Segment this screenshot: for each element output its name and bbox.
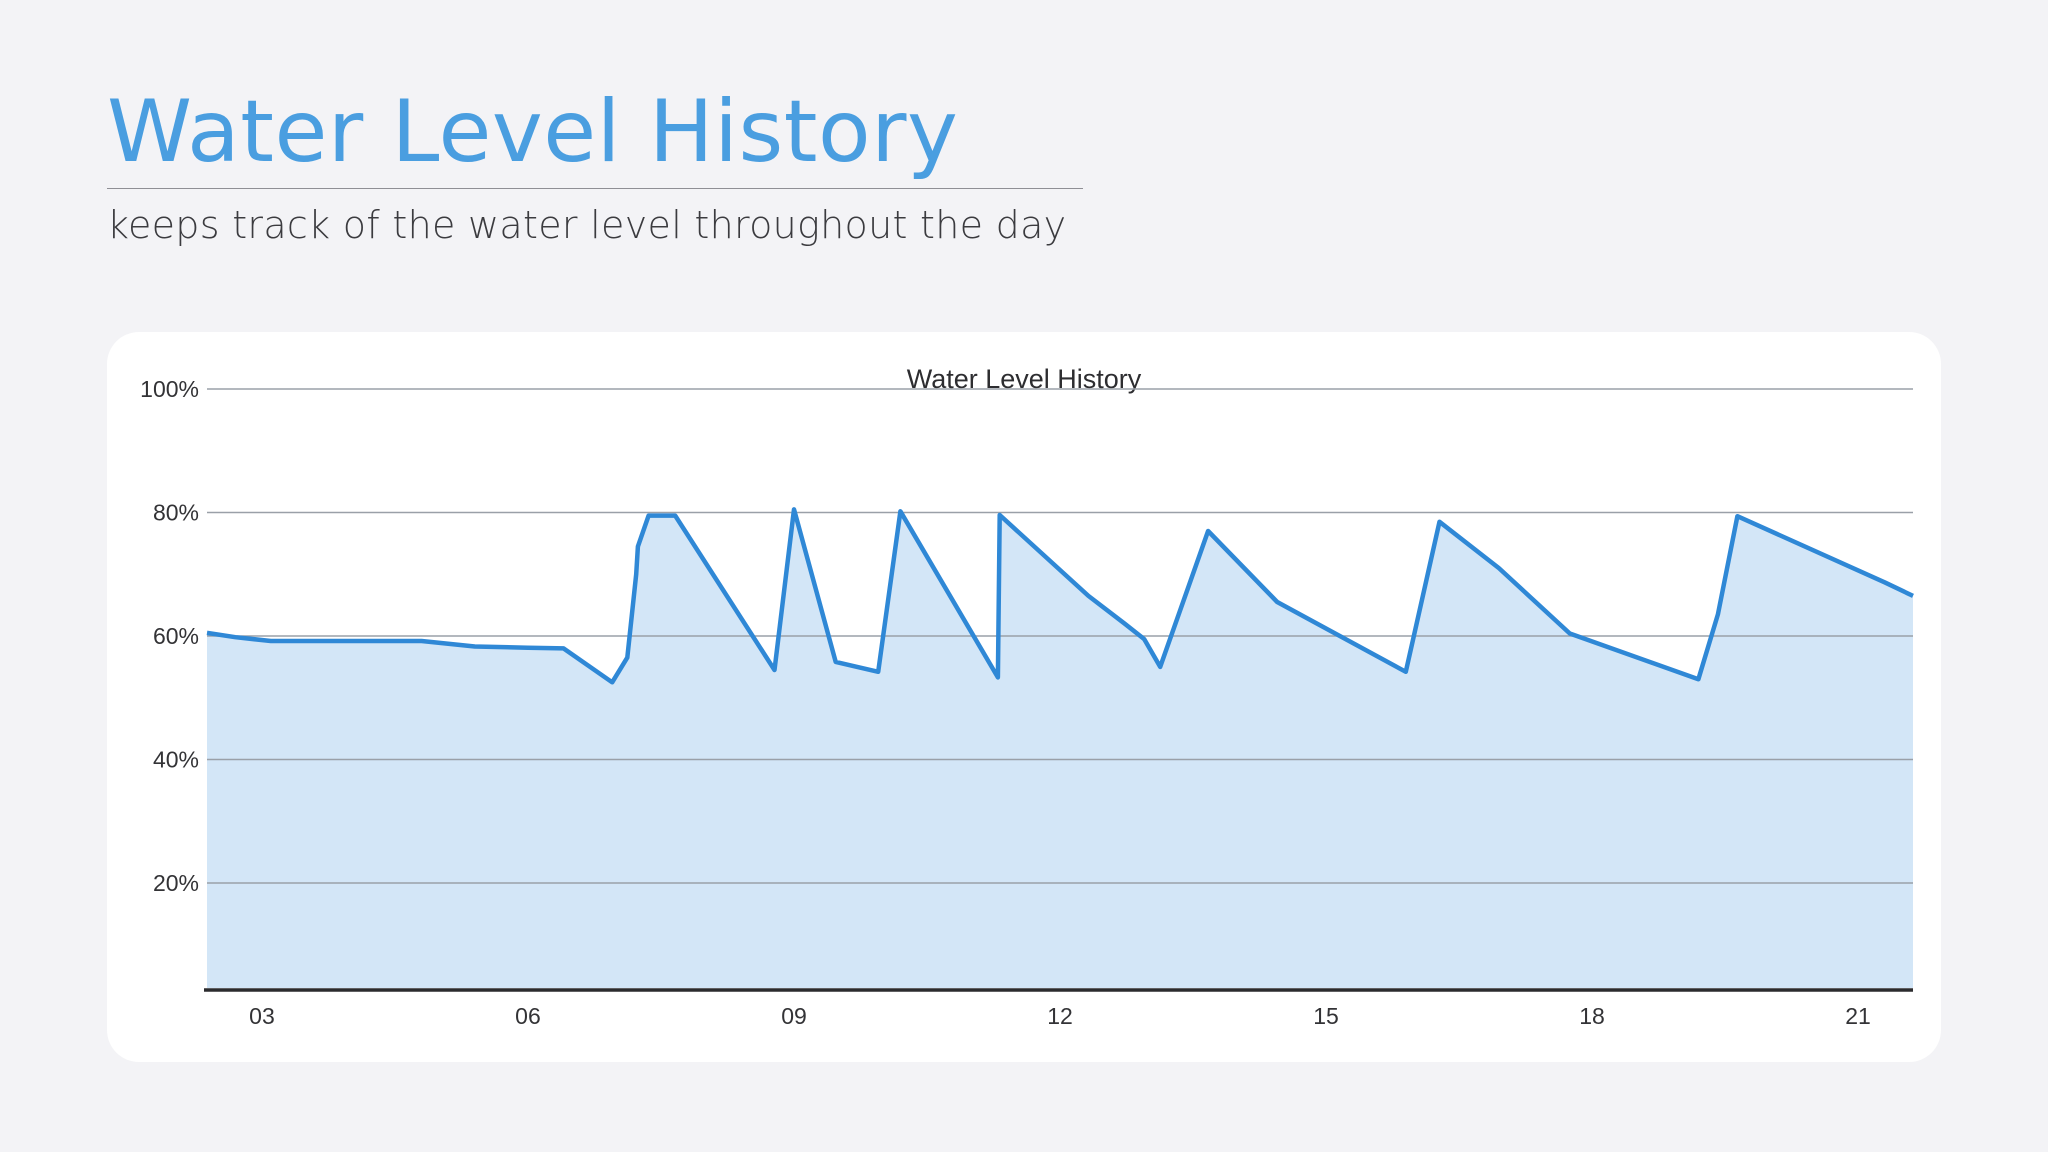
y-tick-label: 100% xyxy=(140,376,199,402)
x-tick-label: 12 xyxy=(1047,1003,1073,1029)
y-tick-label: 80% xyxy=(153,500,199,526)
axes xyxy=(204,507,1914,992)
gridlines xyxy=(207,388,1913,884)
x-tick-label: 09 xyxy=(781,1003,807,1029)
chart-card: Water Level History 20% 40% 60% 80% 100% 03 06… xyxy=(107,332,1941,1062)
page-subtitle: keeps track of the water level throughou… xyxy=(107,203,1067,247)
series-line xyxy=(206,507,1914,685)
x-tick-label: 21 xyxy=(1845,1003,1871,1029)
y-tick-label: 40% xyxy=(153,747,199,773)
x-tick-label: 03 xyxy=(249,1003,275,1029)
page-header: Water Level History keeps track of the w… xyxy=(107,82,1083,247)
x-tick-label: 06 xyxy=(515,1003,541,1029)
x-tick-label: 15 xyxy=(1313,1003,1339,1029)
x-tick-label: 18 xyxy=(1579,1003,1605,1029)
y-tick-label: 60% xyxy=(153,623,199,649)
water-level-chart: Water Level History 20%40%60%80%100%03 06… xyxy=(140,364,1914,1029)
area-fill-layer xyxy=(207,509,1913,988)
y-tick-label: 20% xyxy=(153,870,199,896)
page-title: Water Level History xyxy=(107,82,1083,189)
area-fill xyxy=(207,509,1913,988)
tick-labels: 20% 40% 60% 80% 100% 03 06 09 12 15 18 21 xyxy=(140,376,1871,1029)
